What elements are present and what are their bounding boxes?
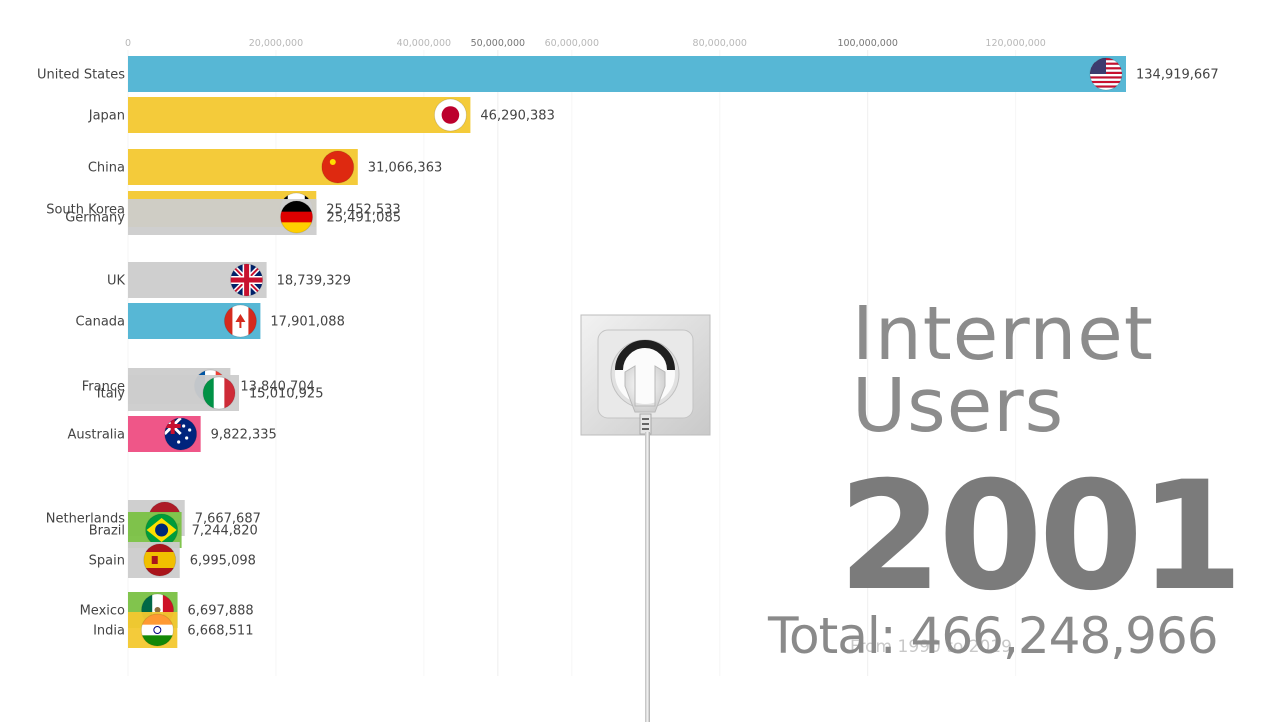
category-label: France xyxy=(82,380,125,395)
bar xyxy=(128,56,1126,92)
flag-china-icon xyxy=(321,151,354,183)
bar-group: Italy 15,010,925 xyxy=(97,375,323,411)
flag-italy-icon xyxy=(203,377,236,409)
year-label: 2001 xyxy=(838,450,1243,624)
value-label: 6,697,888 xyxy=(188,604,254,619)
category-label: UK xyxy=(107,274,126,289)
value-label: 15,010,925 xyxy=(249,387,323,402)
category-label: India xyxy=(93,624,125,639)
category-label: Germany xyxy=(65,211,125,226)
tick-label: 60,000,000 xyxy=(545,38,599,49)
category-label: Italy xyxy=(97,387,126,402)
value-label: 7,244,820 xyxy=(192,524,258,539)
category-label: Brazil xyxy=(89,524,125,539)
category-label: South Korea xyxy=(46,203,125,218)
flag-outline xyxy=(230,263,264,297)
flag-outline xyxy=(280,200,314,234)
flag-japan-icon xyxy=(434,99,467,131)
flag-outline xyxy=(223,304,257,338)
flag-outline xyxy=(143,543,177,577)
title-line-1: Internet xyxy=(852,291,1154,377)
flag-spain-icon xyxy=(143,544,176,576)
flag-germany-icon xyxy=(280,201,313,233)
chart-title: Internet Users xyxy=(852,291,1272,449)
x-axis-ticks: 0 20,000,000 40,000,000 50,000,000 60,000,00… xyxy=(125,38,1046,49)
bar-group: Japan 46,290,383 xyxy=(88,97,555,133)
value-label: 25,491,085 xyxy=(327,211,401,226)
flag-outline xyxy=(140,613,174,647)
bar-group: UK 18,739,329 xyxy=(107,262,351,298)
tick-label: 80,000,000 xyxy=(693,38,747,49)
bar-group: Germany 25,491,085 xyxy=(65,199,401,235)
bars: United States 134,919,667 Japan 46,290,383 C… xyxy=(37,56,1219,648)
total-label: Total: 466,248,966 xyxy=(768,607,1219,665)
value-label: 17,901,088 xyxy=(270,315,344,330)
title-line-2: Users xyxy=(852,363,1065,449)
bar-group: Australia 9,822,335 xyxy=(67,416,277,452)
flag-usa-icon xyxy=(1090,58,1122,90)
bar-group: India 6,668,511 xyxy=(93,612,253,648)
tick-label: 40,000,000 xyxy=(397,38,451,49)
tick-label: 100,000,000 xyxy=(837,38,897,49)
flag-outline xyxy=(433,98,467,132)
bar-group: Spain 6,995,098 xyxy=(89,542,256,578)
tick-label: 120,000,000 xyxy=(985,38,1045,49)
category-label: China xyxy=(88,161,125,176)
flag-mexico-icon xyxy=(141,594,174,626)
category-label: Netherlands xyxy=(46,512,125,527)
category-label: Mexico xyxy=(80,604,125,619)
flag-outline xyxy=(202,376,236,410)
bar xyxy=(128,97,471,133)
tick-label: 20,000,000 xyxy=(249,38,303,49)
power-socket-icon xyxy=(580,314,711,436)
category-label: Japan xyxy=(88,109,125,124)
flag-outline xyxy=(1089,57,1123,91)
flag-brazil-icon xyxy=(145,514,178,546)
value-label: 13,840,704 xyxy=(240,380,314,395)
value-label: 9,822,335 xyxy=(211,428,277,443)
category-label: United States xyxy=(37,68,125,83)
bar xyxy=(128,149,358,185)
flag-outline xyxy=(321,150,355,184)
flag-outline xyxy=(164,417,198,451)
bar-group: United States 134,919,667 xyxy=(37,56,1219,92)
value-label: 134,919,667 xyxy=(1136,68,1219,83)
flag-india-icon xyxy=(141,614,174,646)
category-label: Australia xyxy=(67,428,125,443)
value-label: 18,739,329 xyxy=(277,274,351,289)
date-range-label: From 1990 to 2019 xyxy=(850,637,1012,657)
value-label: 46,290,383 xyxy=(480,109,554,124)
flag-uk-icon xyxy=(230,264,263,296)
flag-canada-icon xyxy=(224,305,257,337)
category-label: Canada xyxy=(76,315,125,330)
bar-group: China 31,066,363 xyxy=(88,149,442,185)
bar-group: Canada 17,901,088 xyxy=(76,303,345,339)
tick-label: 50,000,000 xyxy=(471,38,525,49)
value-label: 6,668,511 xyxy=(187,624,253,639)
value-label: 31,066,363 xyxy=(368,161,442,176)
category-label: Spain xyxy=(89,554,125,569)
value-label: 25,452,533 xyxy=(326,203,400,218)
value-label: 7,667,687 xyxy=(195,512,261,527)
value-label: 6,995,098 xyxy=(190,554,256,569)
power-cable xyxy=(645,432,650,722)
tick-label: 0 xyxy=(125,38,131,49)
